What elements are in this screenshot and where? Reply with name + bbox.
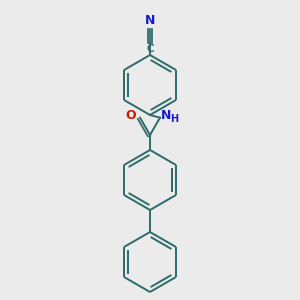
Text: H: H <box>170 114 178 124</box>
Text: N: N <box>145 14 155 27</box>
Text: N: N <box>161 109 171 122</box>
Text: O: O <box>125 109 136 122</box>
Text: C: C <box>146 44 154 54</box>
